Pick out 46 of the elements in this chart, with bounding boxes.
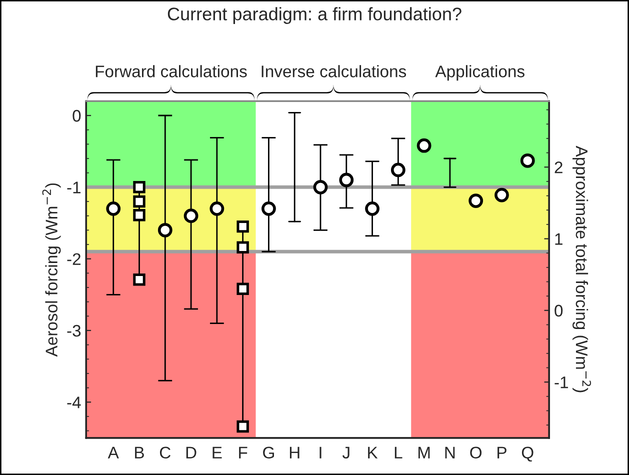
x-tick-label: O xyxy=(470,446,482,459)
x-tick-label: E xyxy=(212,446,222,458)
x-tick-label: G xyxy=(263,446,274,459)
point xyxy=(416,138,432,153)
x-tick-label: I xyxy=(320,446,322,458)
text: Forward calculations xyxy=(96,65,247,78)
point xyxy=(520,153,535,168)
text: Inverse calculations xyxy=(262,65,406,78)
y-tick-label: -1 xyxy=(67,182,80,194)
y-axis-title: Aerosol forcing (Wm$^{−2}$) xyxy=(42,183,61,357)
x-tick-label: J xyxy=(342,446,350,459)
x-tick-label: D xyxy=(186,446,196,458)
point xyxy=(339,172,354,188)
point xyxy=(158,222,172,238)
x-tick-label: H xyxy=(290,446,300,458)
x-tick-label: M xyxy=(418,446,430,458)
point xyxy=(184,208,198,224)
y-tick-label: 0 xyxy=(72,110,81,122)
x-tick-label: C xyxy=(160,446,171,459)
y-tick-label: -4 xyxy=(67,396,81,408)
point xyxy=(390,162,406,178)
y2-tick-label: 1 xyxy=(555,233,562,245)
point xyxy=(494,188,509,202)
y-tick-label: -2 xyxy=(67,253,80,265)
point xyxy=(133,195,146,208)
x-tick-label: P xyxy=(498,446,506,458)
point xyxy=(106,201,121,216)
x-tick-label: Q xyxy=(522,446,534,462)
point xyxy=(468,194,484,208)
y2-axis-title: Approximate total forcing (Wm$^{−2}$) xyxy=(572,146,592,392)
x-tick-label: K xyxy=(368,446,378,458)
text: Applications xyxy=(435,65,524,81)
x-tick-label: F xyxy=(239,446,248,458)
y-tick-label: -3 xyxy=(67,324,81,337)
y2-tick-label: -1 xyxy=(554,376,568,388)
point xyxy=(365,201,380,216)
point xyxy=(210,201,224,216)
point xyxy=(262,201,276,216)
x-tick-label: A xyxy=(108,446,119,458)
x-tick-label: N xyxy=(445,446,455,458)
x-tick-label: L xyxy=(394,446,402,458)
chart-title: Current paradigm: a firm foundation? xyxy=(168,7,462,24)
y2-tick-label: 2 xyxy=(554,162,562,174)
point xyxy=(313,180,328,194)
y2-tick-label: 0 xyxy=(554,304,563,317)
x-tick-label: B xyxy=(135,446,144,458)
